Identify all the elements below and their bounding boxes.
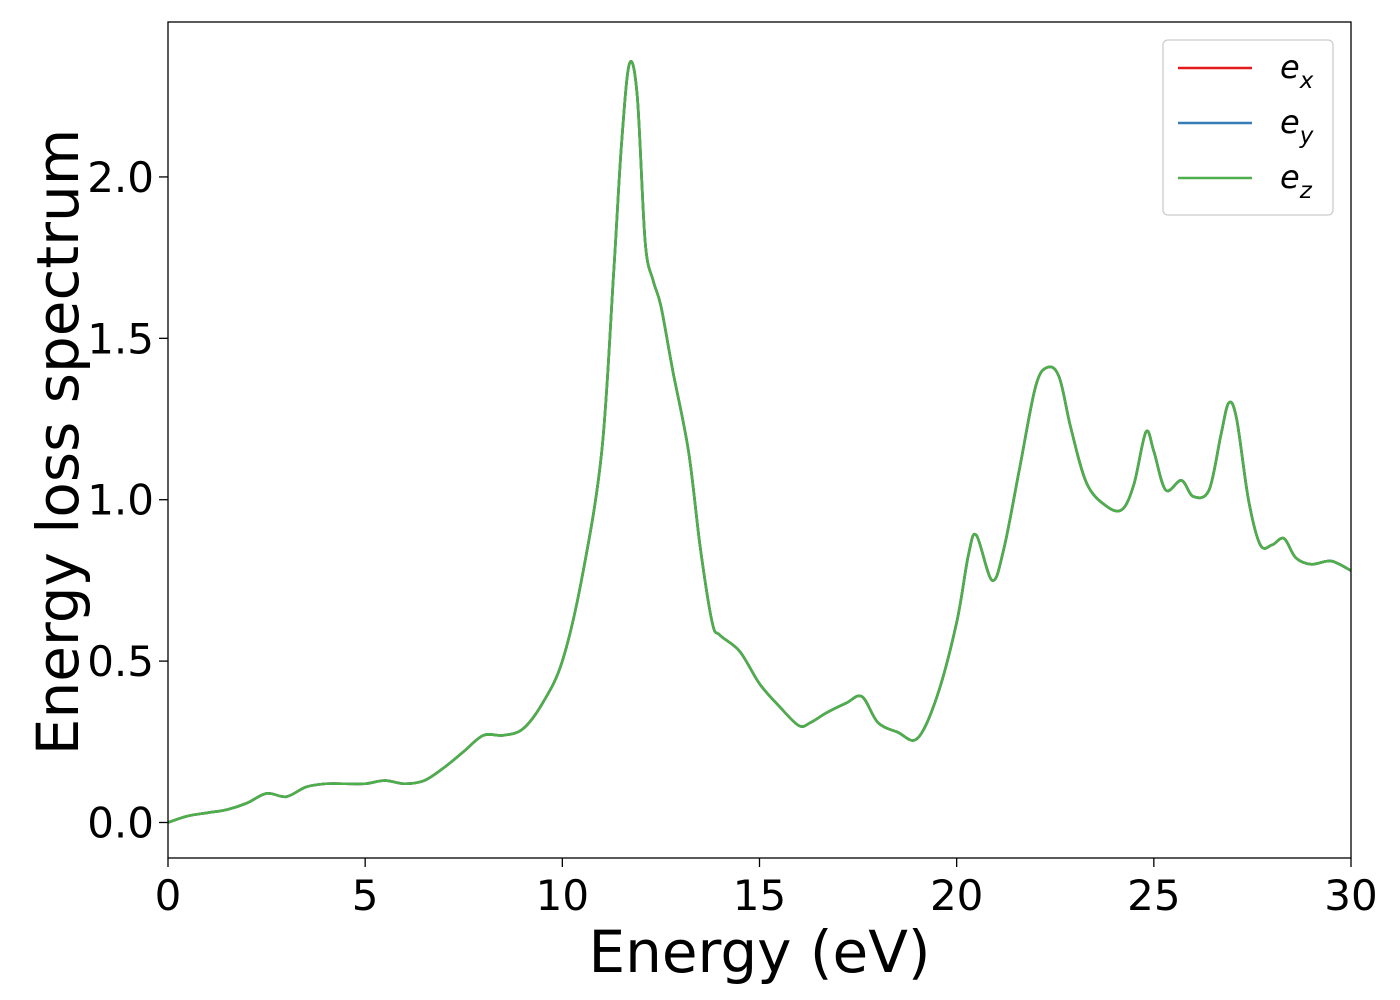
y-tick-label: 2.0 — [87, 153, 154, 202]
series-line-z — [168, 60, 1351, 824]
y-tick-label: 0.5 — [87, 637, 154, 686]
legend-label-y: ey — [1280, 103, 1314, 149]
x-axis-label: Energy (eV) — [588, 918, 930, 986]
legend-label-z: ez — [1280, 158, 1313, 204]
x-tick-label: 0 — [155, 871, 182, 920]
legend: ex ey ez — [1162, 39, 1334, 216]
series-layer — [168, 60, 1351, 824]
y-axis-label: Energy loss spectrum — [24, 129, 92, 755]
x-tick-label: 25 — [1127, 871, 1180, 920]
legend-box — [1162, 39, 1334, 216]
x-axis-ticks: 0 5 10 15 20 25 30 — [155, 858, 1378, 920]
y-tick-label: 1.0 — [87, 476, 154, 525]
x-tick-label: 30 — [1324, 871, 1377, 920]
legend-label-x: ex — [1280, 48, 1314, 94]
x-tick-label: 20 — [930, 871, 983, 920]
y-tick-label: 0.0 — [87, 798, 154, 847]
y-tick-label: 1.5 — [87, 314, 154, 363]
y-axis-ticks: 0.0 0.5 1.0 1.5 2.0 — [87, 153, 168, 847]
x-tick-label: 5 — [352, 871, 379, 920]
x-tick-label: 15 — [733, 871, 786, 920]
x-tick-label: 10 — [536, 871, 589, 920]
